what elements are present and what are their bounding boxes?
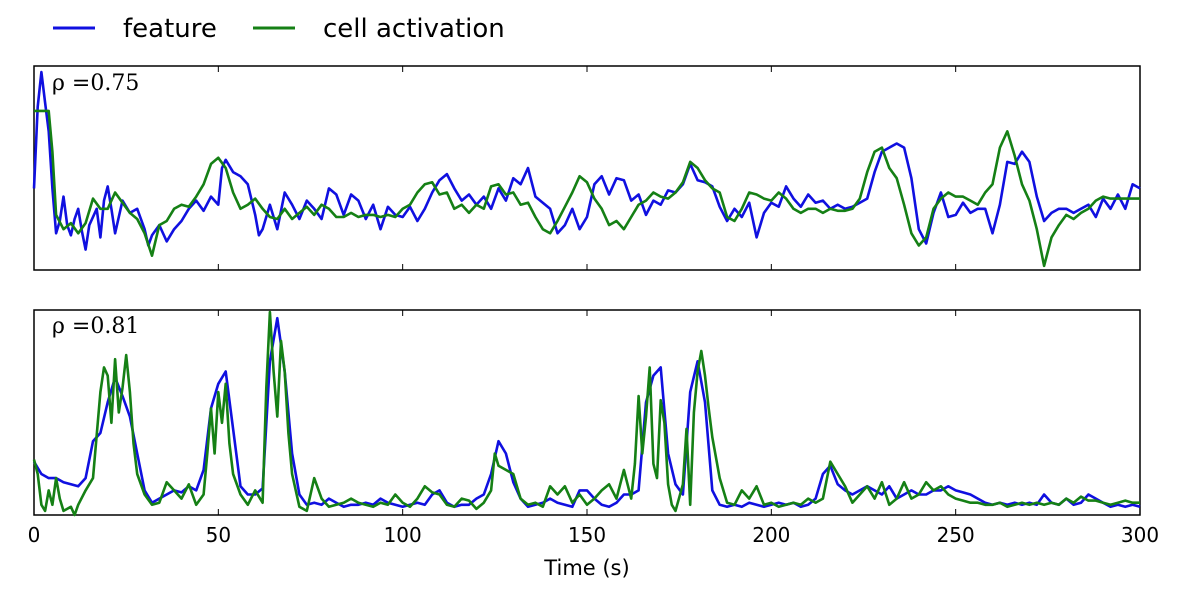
x-tick-label-0: 0	[28, 523, 41, 547]
x-tick-label-300: 300	[1121, 523, 1159, 547]
x-tick-label-250: 250	[937, 523, 975, 547]
x-axis-title: Time (s)	[543, 556, 629, 580]
series-line-top-cell-activation	[34, 109, 1140, 268]
series-line-bottom-cell-activation	[32, 310, 1140, 517]
panel-bottom: ρ =0.81	[32, 309, 1141, 517]
legend-label-cell-activation: cell activation	[323, 14, 505, 44]
series-line-bottom-feature	[32, 316, 1141, 509]
panel-top-annotation: ρ =0.75	[52, 71, 139, 96]
x-axis: 0 50 100 150 200 250 300	[28, 523, 1159, 547]
x-tick-label-100: 100	[384, 523, 422, 547]
panel-top: ρ =0.75	[32, 65, 1141, 271]
legend-label-feature: feature	[123, 14, 217, 44]
x-tick-label-50: 50	[206, 523, 231, 547]
panel-bottom-annotation: ρ =0.81	[52, 314, 139, 339]
legend: feature cell activation	[53, 14, 505, 44]
series-line-top-feature	[32, 70, 1141, 251]
panel-top-frame	[33, 65, 1141, 271]
x-tick-label-150: 150	[568, 523, 606, 547]
x-tick-label-200: 200	[752, 523, 790, 547]
panel-bottom-frame	[33, 309, 1141, 516]
